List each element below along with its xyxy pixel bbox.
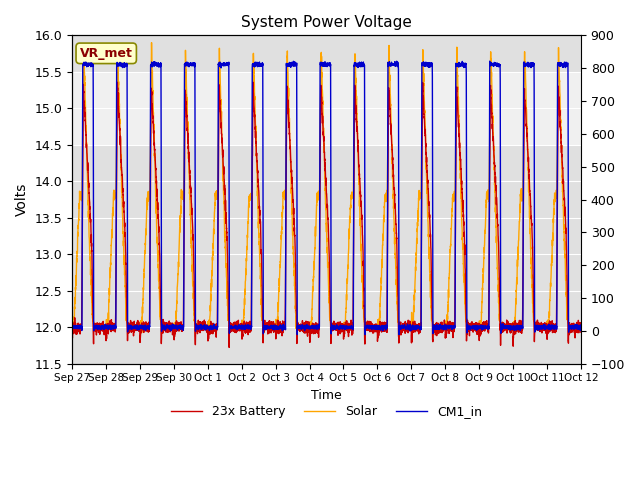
Line: CM1_in: CM1_in xyxy=(72,61,581,335)
23x Battery xyxy=(440,317,448,323)
Solar xyxy=(440,324,448,329)
23x Battery xyxy=(412,322,420,328)
CM1_in xyxy=(68,323,76,329)
CM1_in xyxy=(577,328,584,334)
Text: VR_met: VR_met xyxy=(80,47,132,60)
23x Battery xyxy=(308,323,316,328)
CM1_in xyxy=(577,322,585,328)
23x Battery xyxy=(249,79,257,85)
Solar xyxy=(412,250,420,256)
CM1_in xyxy=(486,58,493,64)
Solar xyxy=(148,40,156,46)
CM1_in xyxy=(412,326,420,332)
Solar xyxy=(160,324,168,329)
CM1_in xyxy=(307,325,315,331)
Solar xyxy=(469,324,477,330)
CM1_in xyxy=(293,332,301,337)
CM1_in xyxy=(469,324,477,330)
X-axis label: Time: Time xyxy=(311,389,342,402)
Solar xyxy=(138,330,146,336)
Line: 23x Battery: 23x Battery xyxy=(72,82,581,348)
Solar xyxy=(68,319,76,324)
Y-axis label: Volts: Volts xyxy=(15,183,29,216)
23x Battery xyxy=(469,323,477,328)
23x Battery xyxy=(577,329,585,335)
23x Battery xyxy=(160,323,168,329)
23x Battery xyxy=(68,336,76,342)
Line: Solar: Solar xyxy=(72,43,581,333)
Solar xyxy=(577,324,584,329)
Legend: 23x Battery, Solar, CM1_in: 23x Battery, Solar, CM1_in xyxy=(166,400,488,423)
Title: System Power Voltage: System Power Voltage xyxy=(241,15,412,30)
Bar xyxy=(72,72,581,145)
23x Battery xyxy=(577,321,584,326)
Solar xyxy=(308,324,316,330)
23x Battery xyxy=(225,345,233,350)
CM1_in xyxy=(160,325,168,331)
Solar xyxy=(577,321,585,326)
CM1_in xyxy=(440,324,448,329)
